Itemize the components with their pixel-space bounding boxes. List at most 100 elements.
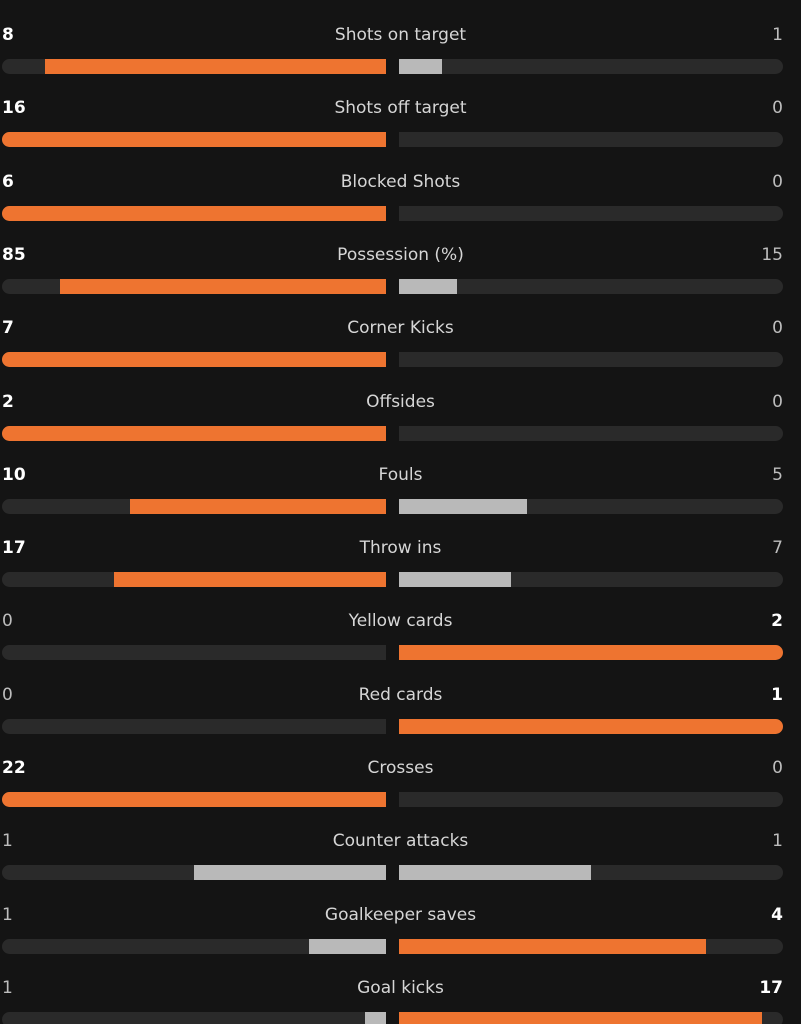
away-value: 1 xyxy=(771,684,783,705)
away-bar xyxy=(399,572,511,588)
away-track xyxy=(399,59,783,74)
away-track xyxy=(399,1011,783,1024)
away-track xyxy=(399,205,783,221)
home-track xyxy=(2,938,386,954)
home-value: 8 xyxy=(2,25,14,45)
stat-row: 1 Goalkeeper saves 4 xyxy=(0,892,801,965)
home-value: 22 xyxy=(2,758,26,778)
stat-row: 10 Fouls 5 xyxy=(0,452,801,525)
away-bar xyxy=(399,645,783,661)
away-value: 0 xyxy=(772,318,783,339)
away-value: 0 xyxy=(772,171,783,192)
away-bar xyxy=(399,1011,762,1024)
away-bar xyxy=(399,498,527,514)
home-bar xyxy=(309,938,386,954)
home-track xyxy=(2,59,386,74)
home-track xyxy=(2,645,386,661)
away-track xyxy=(399,352,783,368)
away-bar xyxy=(399,938,707,954)
away-value: 7 xyxy=(772,538,783,559)
away-track xyxy=(399,278,783,294)
home-bar xyxy=(44,59,386,74)
stat-row: 22 Crosses 0 xyxy=(0,745,801,818)
home-value: 6 xyxy=(2,171,14,192)
home-value: 1 xyxy=(2,977,13,998)
home-value: 2 xyxy=(2,391,14,412)
home-bar xyxy=(364,1011,386,1024)
away-track xyxy=(399,865,783,881)
away-value: 1 xyxy=(772,25,783,45)
home-value: 7 xyxy=(2,318,14,339)
stat-label: Throw ins xyxy=(359,538,442,559)
home-bar xyxy=(2,352,386,368)
stat-label: Red cards xyxy=(358,684,443,705)
stat-row: 0 Red cards 1 xyxy=(0,672,801,745)
away-track xyxy=(399,938,783,954)
home-track xyxy=(2,498,386,514)
stat-label: Goalkeeper saves xyxy=(324,904,477,925)
away-value: 0 xyxy=(772,758,783,778)
home-bar xyxy=(2,132,386,148)
home-value: 85 xyxy=(2,244,26,265)
home-bar xyxy=(194,865,386,881)
stat-label: Crosses xyxy=(367,758,434,778)
away-track xyxy=(399,498,783,514)
home-bar xyxy=(59,278,386,294)
stat-row: 17 Throw ins 7 xyxy=(0,525,801,598)
home-bar xyxy=(130,498,386,514)
away-value: 4 xyxy=(771,904,783,925)
stat-row: 6 Blocked Shots 0 xyxy=(0,159,801,232)
away-track xyxy=(399,645,783,661)
away-track xyxy=(399,572,783,588)
away-value: 2 xyxy=(771,611,783,632)
home-track xyxy=(2,132,386,148)
home-value: 1 xyxy=(2,904,13,925)
stat-label: Fouls xyxy=(378,464,423,485)
home-value: 0 xyxy=(2,684,13,705)
home-bar xyxy=(2,205,386,221)
away-bar xyxy=(399,718,783,734)
away-value: 1 xyxy=(772,831,783,852)
away-bar xyxy=(399,865,591,881)
stat-label: Counter attacks xyxy=(332,831,469,852)
home-track xyxy=(2,572,386,588)
away-track xyxy=(399,718,783,734)
stat-row: 2 Offsides 0 xyxy=(0,379,801,452)
home-track xyxy=(2,425,386,441)
away-value: 0 xyxy=(772,391,783,412)
away-track xyxy=(399,132,783,148)
stat-row: 16 Shots off target 0 xyxy=(0,85,801,158)
home-track xyxy=(2,278,386,294)
stat-label: Shots off target xyxy=(334,98,467,119)
home-track xyxy=(2,865,386,881)
stat-row: 1 Goal kicks 17 xyxy=(0,965,801,1024)
stat-label: Possession (%) xyxy=(337,244,464,265)
home-track xyxy=(2,205,386,221)
stat-label: Shots on target xyxy=(334,25,467,45)
home-value: 1 xyxy=(2,831,13,852)
stat-row: 0 Yellow cards 2 xyxy=(0,598,801,671)
home-value: 16 xyxy=(2,98,26,119)
home-track xyxy=(2,352,386,368)
home-value: 10 xyxy=(2,464,26,485)
stat-label: Blocked Shots xyxy=(340,171,461,192)
stat-label: Yellow cards xyxy=(348,611,453,632)
home-bar xyxy=(114,572,386,588)
stat-row: 1 Counter attacks 1 xyxy=(0,818,801,891)
stat-label: Goal kicks xyxy=(357,977,444,998)
away-value: 15 xyxy=(761,244,783,265)
home-bar xyxy=(2,792,386,807)
stat-row: 7 Corner Kicks 0 xyxy=(0,305,801,378)
stat-label: Corner Kicks xyxy=(347,318,454,339)
away-value: 0 xyxy=(772,98,783,119)
home-track xyxy=(2,1011,386,1024)
stat-row: 8 Shots on target 1 xyxy=(0,12,801,85)
away-value: 5 xyxy=(772,464,783,485)
away-track xyxy=(399,792,783,807)
home-value: 17 xyxy=(2,538,26,559)
away-track xyxy=(399,425,783,441)
away-bar xyxy=(399,59,442,74)
home-track xyxy=(2,718,386,734)
away-bar xyxy=(399,278,457,294)
